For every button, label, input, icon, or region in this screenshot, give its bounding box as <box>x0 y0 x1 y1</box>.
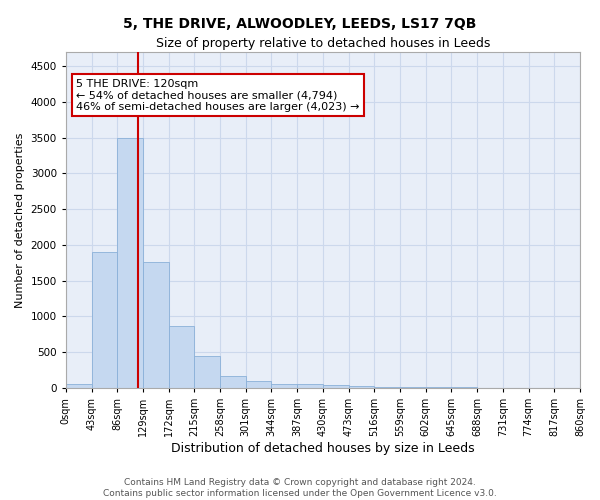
Text: 5 THE DRIVE: 120sqm
← 54% of detached houses are smaller (4,794)
46% of semi-det: 5 THE DRIVE: 120sqm ← 54% of detached ho… <box>76 78 359 112</box>
Bar <box>194 356 220 388</box>
Bar <box>349 386 374 388</box>
Text: 5, THE DRIVE, ALWOODLEY, LEEDS, LS17 7QB: 5, THE DRIVE, ALWOODLEY, LEEDS, LS17 7QB <box>124 18 476 32</box>
Bar <box>246 381 271 388</box>
Bar <box>169 326 194 388</box>
Bar <box>220 376 246 388</box>
Text: Contains HM Land Registry data © Crown copyright and database right 2024.
Contai: Contains HM Land Registry data © Crown c… <box>103 478 497 498</box>
Bar <box>143 262 169 388</box>
Bar <box>117 138 143 388</box>
Bar <box>400 387 426 388</box>
Bar <box>374 386 400 388</box>
Bar <box>297 384 323 388</box>
Y-axis label: Number of detached properties: Number of detached properties <box>15 132 25 308</box>
X-axis label: Distribution of detached houses by size in Leeds: Distribution of detached houses by size … <box>171 442 475 455</box>
Bar <box>66 384 92 388</box>
Title: Size of property relative to detached houses in Leeds: Size of property relative to detached ho… <box>156 38 490 51</box>
Bar <box>323 385 349 388</box>
Bar <box>271 384 297 388</box>
Bar <box>92 252 117 388</box>
